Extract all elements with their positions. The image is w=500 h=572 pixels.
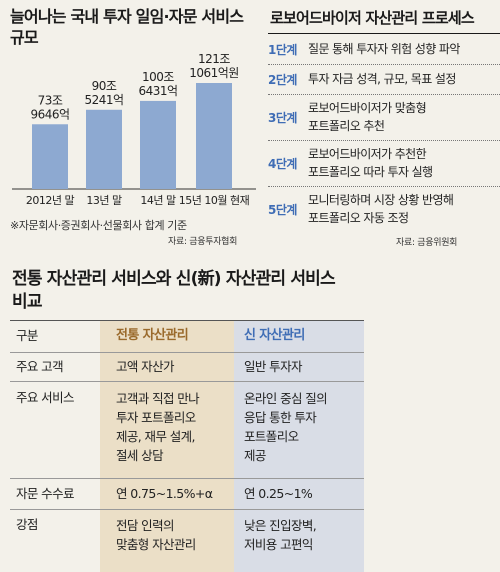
- traditional-column-bg: [100, 320, 234, 572]
- process-step: 3단계 로보어드바이저가 맞춤형 포트폴리오 추천: [268, 98, 500, 136]
- step-text-line: 포트폴리오 따라 투자 실행: [308, 165, 433, 179]
- row-label: 자문 수수료: [16, 486, 74, 501]
- new-cell: 온라인 중심 질의 응답 통한 투자 포트폴리오 제공: [244, 389, 364, 465]
- bar: [140, 100, 176, 189]
- chart-title: 늘어나는 국내 투자 일임·자문 서비스 규모: [10, 7, 244, 47]
- category-label: 14년 말: [140, 194, 176, 207]
- cell-line: 온라인 중심 질의: [244, 391, 328, 406]
- cell-line: 전담 인력의: [116, 518, 174, 533]
- row-divider: [10, 381, 364, 382]
- traditional-cell: 전담 인력의 맞춤형 자산관리: [116, 516, 234, 554]
- process-step: 1단계 질문 통해 투자자 위험 성향 파악: [268, 38, 500, 60]
- process-step: 4단계 로보어드바이저가 추천한 포트폴리오 따라 투자 실행: [268, 144, 500, 182]
- bar-value-label: 9646억: [30, 107, 69, 121]
- step-label: 3단계: [268, 110, 297, 125]
- bar-value-label: 90조: [92, 79, 117, 93]
- step-divider: [268, 94, 500, 95]
- step-divider: [268, 186, 500, 187]
- step-label: 1단계: [268, 42, 297, 57]
- new-cell: 연 0.25~1%: [244, 486, 313, 501]
- step-label: 4단계: [268, 156, 297, 171]
- table-top-rule: [10, 320, 364, 321]
- row-label: 주요 서비스: [16, 390, 74, 405]
- cell-line: 맞춤형 자산관리: [116, 537, 196, 552]
- new-column-bg: [234, 320, 364, 572]
- step-text-line: 로보어드바이저가 추천한: [308, 147, 427, 161]
- bar-value-label: 6431억: [138, 84, 177, 98]
- step-text-line: 모니터링하며 시장 상황 반영해: [308, 193, 454, 207]
- header-category: 구분: [16, 328, 38, 343]
- bar-value-label: 5241억: [84, 93, 123, 107]
- new-cell: 낮은 진입장벽, 저비용 고편익: [244, 516, 364, 554]
- category-label: 13년 말: [86, 194, 122, 207]
- step-text-line: 포트폴리오 추천: [308, 119, 385, 133]
- cell-line: 포트폴리오: [244, 429, 299, 444]
- step-text: 모니터링하며 시장 상황 반영해 포트폴리오 자동 조정: [308, 191, 500, 227]
- category-label: 2012년 말: [26, 194, 75, 207]
- step-text: 질문 통해 투자자 위험 성향 파악: [308, 42, 460, 56]
- chart-source: 자료: 금융투자협회: [168, 237, 238, 247]
- cell-line: 제공: [244, 448, 266, 463]
- cell-line: 제공, 재무 설계,: [116, 429, 196, 444]
- bar-value-label: 100조: [142, 70, 174, 84]
- process-step: 5단계 모니터링하며 시장 상황 반영해 포트폴리오 자동 조정: [268, 190, 500, 228]
- new-cell: 일반 투자자: [244, 359, 302, 374]
- row-divider: [10, 509, 364, 510]
- row-divider: [10, 352, 364, 353]
- step-text-line: 로보어드바이저가 맞춤형: [308, 101, 427, 115]
- compare-title: 전통 자산관리 서비스와 신(新) 자산관리 서비스 비교: [12, 269, 336, 312]
- row-divider: [10, 478, 364, 479]
- header-new: 신 자산관리: [244, 328, 305, 343]
- cell-line: 응답 통한 투자: [244, 410, 317, 425]
- step-divider: [268, 140, 500, 141]
- bar: [32, 124, 68, 189]
- cell-line: 절세 상담: [116, 448, 164, 463]
- traditional-cell: 고객과 직접 만나 투자 포트폴리오 제공, 재무 설계, 절세 상담: [116, 389, 234, 465]
- traditional-cell: 연 0.75~1.5%+α: [116, 486, 213, 501]
- bar: [86, 109, 122, 189]
- bar-value-label: 121조: [198, 52, 230, 66]
- cell-line: 고객과 직접 만나: [116, 391, 200, 406]
- step-text: 투자 자금 성격, 규모, 목표 설정: [308, 72, 456, 86]
- cell-line: 낮은 진입장벽,: [244, 518, 317, 533]
- process-source: 자료: 금융위원회: [396, 238, 458, 248]
- step-divider: [268, 64, 500, 65]
- traditional-cell: 고액 자산가: [116, 359, 174, 374]
- step-text-line: 포트폴리오 자동 조정: [308, 211, 409, 225]
- header-traditional: 전통 자산관리: [116, 328, 189, 343]
- step-label: 5단계: [268, 202, 297, 217]
- step-text: 로보어드바이저가 추천한 포트폴리오 따라 투자 실행: [308, 145, 500, 181]
- category-label: 15년 10월 현재: [179, 194, 250, 207]
- row-label: 주요 고객: [16, 359, 64, 374]
- row-label: 강점: [16, 517, 38, 532]
- step-text: 로보어드바이저가 맞춤형 포트폴리오 추천: [308, 99, 500, 135]
- bar-value-label: 1061억원: [189, 66, 239, 80]
- chart-note: ※자문회사·증권회사·선물회사 합계 기준: [10, 219, 187, 232]
- process-step: 2단계 투자 자금 성격, 규모, 목표 설정: [268, 68, 500, 90]
- bar: [196, 83, 232, 189]
- process-top-rule: [268, 33, 500, 34]
- cell-line: 저비용 고편익: [244, 537, 313, 552]
- process-title: 로보어드바이저 자산관리 프로세스: [270, 9, 475, 27]
- step-label: 2단계: [268, 72, 297, 87]
- bar-value-label: 73조: [38, 93, 63, 107]
- cell-line: 투자 포트폴리오: [116, 410, 196, 425]
